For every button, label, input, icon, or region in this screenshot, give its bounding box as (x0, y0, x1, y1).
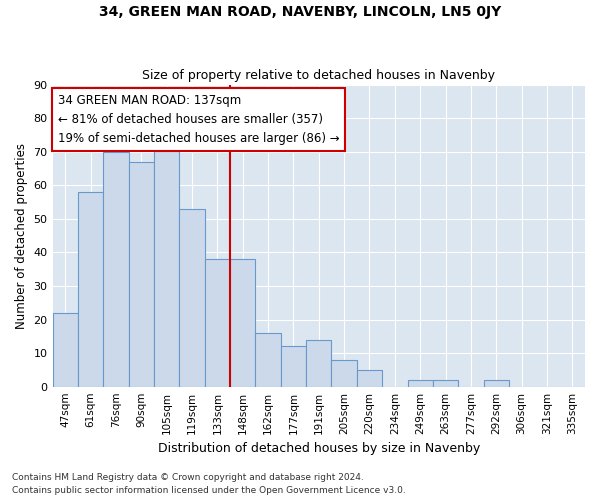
Bar (331, 360, 357, 386)
Bar (205, 259, 230, 386)
Y-axis label: Number of detached properties: Number of detached properties (15, 142, 28, 328)
Text: Contains HM Land Registry data © Crown copyright and database right 2024.
Contai: Contains HM Land Registry data © Crown c… (12, 474, 406, 495)
Bar (484, 380, 509, 386)
Bar (357, 370, 382, 386)
Text: 34, GREEN MAN ROAD, NAVENBY, LINCOLN, LN5 0JY: 34, GREEN MAN ROAD, NAVENBY, LINCOLN, LN… (99, 5, 501, 19)
Bar (281, 346, 306, 387)
Bar (154, 135, 179, 386)
Bar (78, 192, 103, 386)
Bar (407, 380, 433, 386)
Text: 34 GREEN MAN ROAD: 137sqm
← 81% of detached houses are smaller (357)
19% of semi: 34 GREEN MAN ROAD: 137sqm ← 81% of detac… (58, 94, 340, 144)
Bar (433, 380, 458, 386)
Bar (103, 152, 128, 386)
Bar (230, 259, 256, 386)
Bar (128, 162, 154, 386)
Bar (306, 340, 331, 386)
X-axis label: Distribution of detached houses by size in Navenby: Distribution of detached houses by size … (158, 442, 480, 455)
Bar (179, 209, 205, 386)
Bar (53, 313, 78, 386)
Title: Size of property relative to detached houses in Navenby: Size of property relative to detached ho… (142, 69, 495, 82)
Bar (256, 333, 281, 386)
